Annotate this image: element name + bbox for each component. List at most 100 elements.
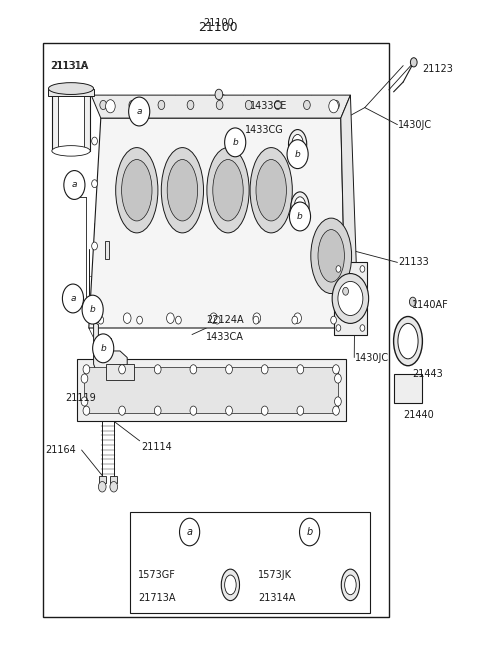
Ellipse shape — [288, 129, 307, 159]
Ellipse shape — [292, 134, 303, 154]
Circle shape — [187, 100, 194, 110]
Text: b: b — [297, 212, 303, 221]
Text: 21440: 21440 — [403, 410, 434, 420]
Circle shape — [410, 58, 417, 67]
Bar — [99, 476, 106, 483]
Ellipse shape — [161, 148, 204, 233]
Circle shape — [210, 313, 217, 323]
Polygon shape — [341, 95, 358, 328]
Bar — [58, 89, 84, 148]
Circle shape — [158, 100, 165, 110]
Circle shape — [64, 171, 85, 199]
Circle shape — [360, 325, 365, 331]
Circle shape — [261, 406, 268, 415]
Text: a: a — [136, 107, 142, 116]
Circle shape — [297, 365, 304, 374]
Ellipse shape — [135, 114, 143, 122]
Circle shape — [106, 100, 115, 113]
Circle shape — [333, 365, 339, 374]
Circle shape — [62, 284, 84, 313]
Circle shape — [190, 365, 197, 374]
Text: 21443: 21443 — [412, 369, 443, 379]
Circle shape — [129, 100, 136, 110]
Circle shape — [83, 365, 90, 374]
Text: 21100: 21100 — [203, 18, 234, 28]
Text: 22124A: 22124A — [206, 315, 244, 325]
Bar — [106, 364, 134, 380]
Circle shape — [81, 397, 88, 406]
Circle shape — [329, 100, 338, 113]
Circle shape — [336, 266, 341, 272]
Ellipse shape — [52, 146, 90, 156]
Ellipse shape — [48, 83, 94, 94]
Bar — [110, 476, 117, 483]
Text: 21133: 21133 — [398, 257, 429, 268]
Circle shape — [93, 334, 114, 363]
Circle shape — [176, 316, 181, 324]
Circle shape — [167, 313, 174, 323]
Circle shape — [261, 365, 268, 374]
Circle shape — [338, 281, 363, 316]
Text: a: a — [70, 294, 76, 303]
Circle shape — [119, 365, 125, 374]
Text: 21100: 21100 — [199, 21, 238, 34]
Circle shape — [155, 406, 161, 415]
Text: b: b — [306, 527, 313, 537]
Ellipse shape — [213, 159, 243, 221]
Circle shape — [215, 316, 220, 324]
Text: a: a — [187, 527, 192, 537]
Ellipse shape — [256, 159, 287, 221]
Circle shape — [110, 482, 118, 492]
Circle shape — [332, 274, 369, 323]
Circle shape — [225, 128, 246, 157]
Bar — [334, 262, 367, 335]
Text: 21131A: 21131A — [51, 60, 89, 71]
Circle shape — [123, 313, 131, 323]
Circle shape — [253, 316, 259, 324]
Bar — [130, 512, 370, 613]
Circle shape — [343, 287, 348, 295]
Ellipse shape — [294, 197, 306, 216]
Bar — [77, 359, 346, 421]
Text: 1433CA: 1433CA — [206, 331, 244, 342]
Circle shape — [331, 316, 336, 324]
Ellipse shape — [394, 316, 422, 366]
Circle shape — [100, 100, 107, 110]
Text: 1430JC: 1430JC — [398, 119, 432, 130]
Circle shape — [245, 100, 252, 110]
Circle shape — [275, 100, 281, 110]
Ellipse shape — [67, 184, 79, 199]
Text: 21314A: 21314A — [258, 593, 296, 603]
Circle shape — [98, 316, 104, 324]
Circle shape — [129, 97, 150, 126]
Text: b: b — [232, 138, 238, 147]
Ellipse shape — [318, 230, 344, 282]
Circle shape — [82, 295, 103, 324]
Ellipse shape — [207, 148, 249, 233]
Circle shape — [119, 406, 125, 415]
Circle shape — [137, 316, 143, 324]
Circle shape — [226, 365, 232, 374]
Circle shape — [287, 140, 308, 169]
Bar — [43, 43, 389, 617]
Ellipse shape — [225, 575, 236, 595]
Bar — [48, 89, 94, 96]
Circle shape — [92, 180, 97, 188]
Ellipse shape — [221, 569, 240, 601]
Text: 21123: 21123 — [422, 64, 453, 74]
Polygon shape — [91, 95, 350, 118]
Circle shape — [303, 100, 310, 110]
Ellipse shape — [69, 300, 77, 309]
Circle shape — [333, 406, 339, 415]
Circle shape — [190, 406, 197, 415]
Bar — [105, 241, 109, 259]
Circle shape — [92, 301, 97, 309]
Circle shape — [98, 482, 106, 492]
Text: a: a — [72, 180, 77, 190]
Ellipse shape — [345, 575, 356, 595]
Text: 21131A: 21131A — [50, 60, 88, 71]
Circle shape — [335, 397, 341, 406]
Circle shape — [216, 100, 223, 110]
Ellipse shape — [341, 569, 360, 601]
Circle shape — [333, 100, 339, 110]
